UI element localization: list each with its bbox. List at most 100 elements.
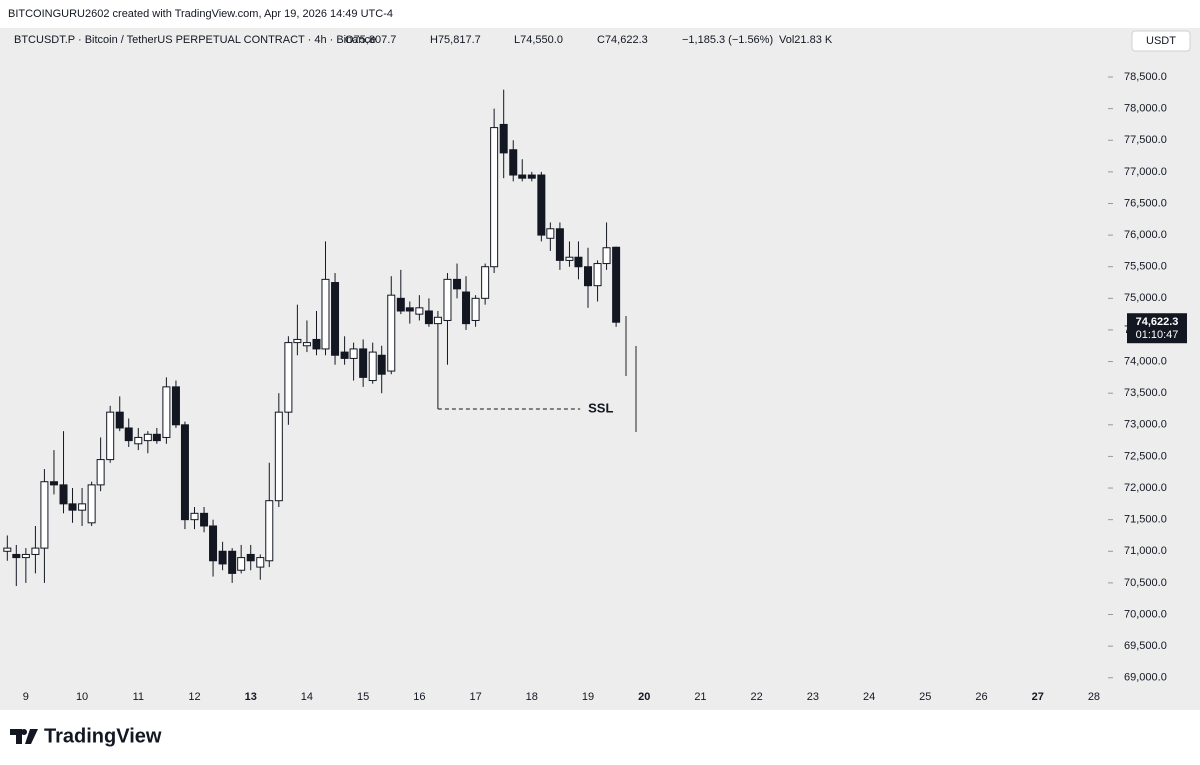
candle-body (340, 351, 349, 359)
candle-body (471, 297, 480, 321)
legend: BTCUSDT.P · Bitcoin / TetherUS PERPETUAL… (14, 34, 833, 46)
countdown-label: 01:10:47 (1136, 329, 1179, 341)
y-tick-label: 70,500.0 (1124, 577, 1167, 589)
candle (537, 171, 546, 242)
candle-body (396, 297, 405, 312)
candle-body (405, 307, 414, 312)
candle-body (368, 351, 377, 382)
candle-body (443, 278, 452, 321)
candle (274, 393, 283, 508)
candle (518, 159, 527, 182)
candle-body (180, 424, 189, 521)
candle (612, 246, 621, 327)
candle-body (359, 348, 368, 378)
candle (106, 405, 115, 463)
currency-button-label[interactable]: USDT (1146, 35, 1176, 47)
candle (152, 427, 161, 444)
candle (396, 269, 405, 315)
y-tick-label: 77,000.0 (1124, 166, 1167, 178)
candle-body (49, 481, 58, 486)
y-tick-label: 72,500.0 (1124, 450, 1167, 462)
candle (555, 222, 564, 270)
candle-body (499, 123, 508, 154)
candle-body (321, 278, 330, 350)
y-tick-label: 76,000.0 (1124, 229, 1167, 241)
ssl-label: SSL (588, 400, 613, 415)
candle (68, 488, 77, 523)
x-tick-label: 21 (694, 691, 706, 703)
candle-body (96, 459, 105, 486)
candle-body (200, 512, 209, 527)
last-price-label: 74,622.3 (1136, 316, 1179, 328)
candle-body (209, 525, 218, 562)
candle-body (162, 386, 171, 438)
candle (87, 481, 96, 526)
currency-button[interactable] (1131, 30, 1191, 52)
candle-body (59, 484, 68, 505)
candle (481, 263, 490, 305)
logo (10, 729, 38, 744)
candle (443, 273, 452, 365)
candle-body (190, 512, 199, 521)
candle-body (555, 228, 564, 261)
y-tick-label: 73,000.0 (1124, 419, 1167, 431)
candle-body (462, 291, 471, 325)
candle (237, 544, 246, 574)
candle-body (302, 342, 311, 347)
candle-body (612, 246, 621, 323)
x-tick-label: 13 (245, 691, 257, 703)
x-tick-label: 27 (1032, 691, 1044, 703)
candle-body (424, 310, 433, 325)
candle (546, 222, 555, 251)
candle-body (228, 550, 237, 574)
candle-body (40, 481, 49, 549)
candle (78, 488, 87, 526)
candle (312, 310, 321, 356)
candle (602, 222, 611, 270)
candle (499, 89, 508, 179)
candle (471, 295, 480, 327)
candle (368, 342, 377, 384)
candle-body (274, 411, 283, 502)
candle-body (134, 436, 143, 445)
candle (527, 171, 536, 182)
x-tick-label: 18 (526, 691, 538, 703)
candle-body (106, 411, 115, 461)
x-tick-label: 9 (23, 691, 29, 703)
candle (453, 263, 462, 299)
candle (21, 548, 30, 583)
candle (265, 462, 274, 568)
last-price-box (1127, 313, 1187, 344)
y-tick-label: 73,500.0 (1124, 387, 1167, 399)
candle-body (433, 316, 442, 325)
candle (593, 260, 602, 302)
candle-body (171, 386, 180, 426)
candle (162, 377, 171, 444)
x-tick-label: 17 (469, 691, 481, 703)
x-tick-label: 22 (751, 691, 763, 703)
candle-body (518, 174, 527, 179)
candle (134, 427, 143, 451)
legend-change: −1,185.3 (−1.56%) (682, 34, 773, 46)
x-tick-label: 16 (413, 691, 425, 703)
candle-body (349, 348, 358, 359)
candle-body (537, 174, 546, 236)
x-tick-label: 12 (188, 691, 200, 703)
candle-body (593, 263, 602, 287)
x-tick-label: 15 (357, 691, 369, 703)
x-tick-label: 20 (638, 691, 650, 703)
candle (31, 525, 40, 574)
candle (143, 431, 152, 454)
candle-body (509, 149, 518, 176)
candle (424, 298, 433, 327)
candle-body (387, 294, 396, 372)
candle (405, 301, 414, 324)
candle (490, 108, 499, 274)
x-tick-label: 25 (919, 691, 931, 703)
candle (171, 380, 180, 428)
candle (433, 310, 442, 409)
x-tick-label: 10 (76, 691, 88, 703)
candle (256, 554, 265, 580)
y-tick-label: 74,000.0 (1124, 355, 1167, 367)
